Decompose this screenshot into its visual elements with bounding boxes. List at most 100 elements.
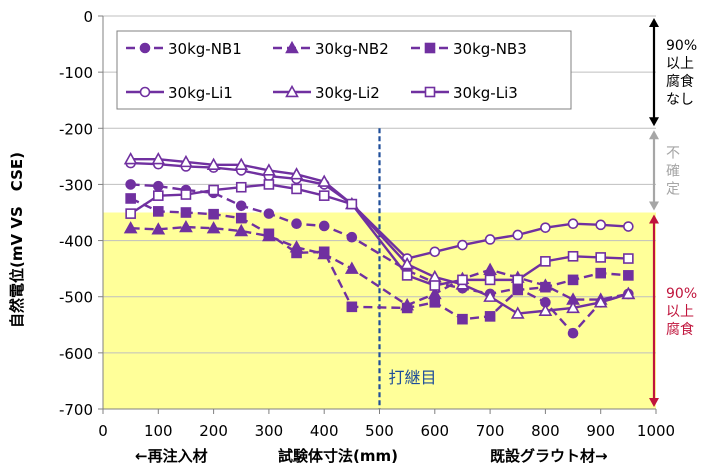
- data-point: [567, 218, 579, 230]
- data-point: [484, 274, 496, 286]
- legend-marker: [285, 84, 299, 98]
- legend-label: 30kg-NB2: [315, 40, 389, 58]
- data-point: [483, 289, 497, 302]
- data-point: [318, 246, 330, 258]
- x-tick-label: 600: [420, 422, 449, 440]
- zone-label: 確: [666, 163, 680, 179]
- legend-label: 30kg-Li2: [315, 84, 380, 102]
- data-point: [235, 200, 247, 212]
- zone-arrow-up: [649, 18, 659, 27]
- data-point: [595, 252, 607, 263]
- data-point: [595, 219, 607, 231]
- zone-label: 以上: [666, 56, 694, 72]
- x-tick-label: 500: [365, 422, 394, 440]
- data-point: [206, 221, 221, 234]
- data-point: [401, 270, 413, 281]
- joint-line-group: 打継目: [378, 128, 437, 409]
- series-group: [123, 152, 636, 339]
- data-point: [291, 247, 302, 259]
- data-point: [484, 311, 496, 322]
- joint-line-label: 打継目: [389, 368, 437, 387]
- legend-box: [116, 30, 572, 110]
- axes: 0 -100 -200 -300 -400 -500 -600 -700 0 100 200 300 4…: [59, 8, 675, 440]
- data-point: [401, 302, 413, 314]
- data-point: [512, 229, 524, 241]
- legend-label: 30kg-Li3: [453, 84, 518, 102]
- data-point: [179, 219, 193, 233]
- data-point: [567, 327, 579, 339]
- legend-label: 30kg-NB3: [453, 40, 527, 58]
- data-point: [623, 253, 634, 264]
- data-point: [125, 208, 136, 219]
- series-30kg-NB3: [125, 193, 634, 325]
- x-tick-label: 1000: [637, 422, 675, 440]
- data-point: [457, 313, 468, 325]
- x-tick-label: 0: [98, 422, 108, 440]
- zone-label: 腐食: [666, 73, 694, 90]
- data-point: [346, 231, 358, 243]
- data-point: [621, 286, 636, 300]
- data-point: [344, 261, 359, 274]
- data-point: [151, 152, 166, 165]
- zone-label: なし: [666, 92, 694, 108]
- x-tick-label: 200: [199, 422, 228, 440]
- legend-label: 30kg-Li1: [168, 84, 233, 102]
- x-tick-label: 100: [144, 422, 173, 440]
- data-point: [593, 295, 608, 308]
- data-point: [234, 157, 249, 170]
- data-point: [206, 157, 221, 170]
- zone-label: 以上: [666, 304, 694, 320]
- zone-arrow-up: [649, 130, 659, 140]
- data-point: [429, 280, 441, 291]
- data-point: [123, 152, 138, 165]
- series-line: [130, 157, 629, 315]
- data-point: [318, 220, 330, 232]
- data-point: [538, 303, 553, 316]
- y-tick-label: -700: [59, 401, 93, 419]
- data-point: [457, 274, 468, 286]
- x-tick-label: 300: [255, 422, 284, 440]
- data-point: [595, 267, 607, 279]
- data-point: [180, 189, 192, 200]
- legend-marker: [139, 86, 151, 98]
- series-30kg-Li3: [125, 179, 634, 291]
- data-point: [263, 208, 275, 219]
- axis-labels: 自然電位(mV VS CSE) ←再注入材 試験体寸法(mm) 既設グラウト材→: [8, 152, 608, 465]
- data-point: [400, 257, 415, 270]
- legend-marker: [139, 42, 151, 54]
- data-point: [429, 297, 441, 308]
- data-point: [566, 300, 580, 314]
- data-point: [567, 250, 579, 262]
- data-point: [235, 212, 247, 224]
- data-point: [235, 181, 247, 193]
- data-point: [291, 218, 302, 230]
- data-point: [263, 228, 275, 240]
- data-point: [289, 167, 304, 180]
- data-point: [346, 301, 358, 313]
- y-tick-label: -600: [59, 345, 93, 363]
- data-point: [208, 208, 219, 220]
- x-tick-label: 800: [531, 422, 560, 440]
- x-axis-label: 試験体寸法(mm): [278, 447, 398, 465]
- y-tick-label: -200: [59, 120, 93, 138]
- series-line: [130, 225, 629, 307]
- data-point: [179, 154, 193, 168]
- data-point: [540, 281, 551, 293]
- data-point: [125, 179, 136, 190]
- x-tick-label: 700: [476, 422, 505, 440]
- data-point: [180, 207, 192, 218]
- data-point: [540, 256, 551, 267]
- data-point: [318, 190, 330, 201]
- data-point: [429, 246, 441, 258]
- legend-marker: [285, 40, 299, 54]
- data-point: [567, 274, 579, 286]
- zone-arrow-down: [649, 201, 659, 211]
- data-point: [317, 174, 332, 187]
- data-point: [153, 180, 164, 192]
- legend-marker: [424, 86, 436, 98]
- zone-arrow-down: [649, 398, 659, 407]
